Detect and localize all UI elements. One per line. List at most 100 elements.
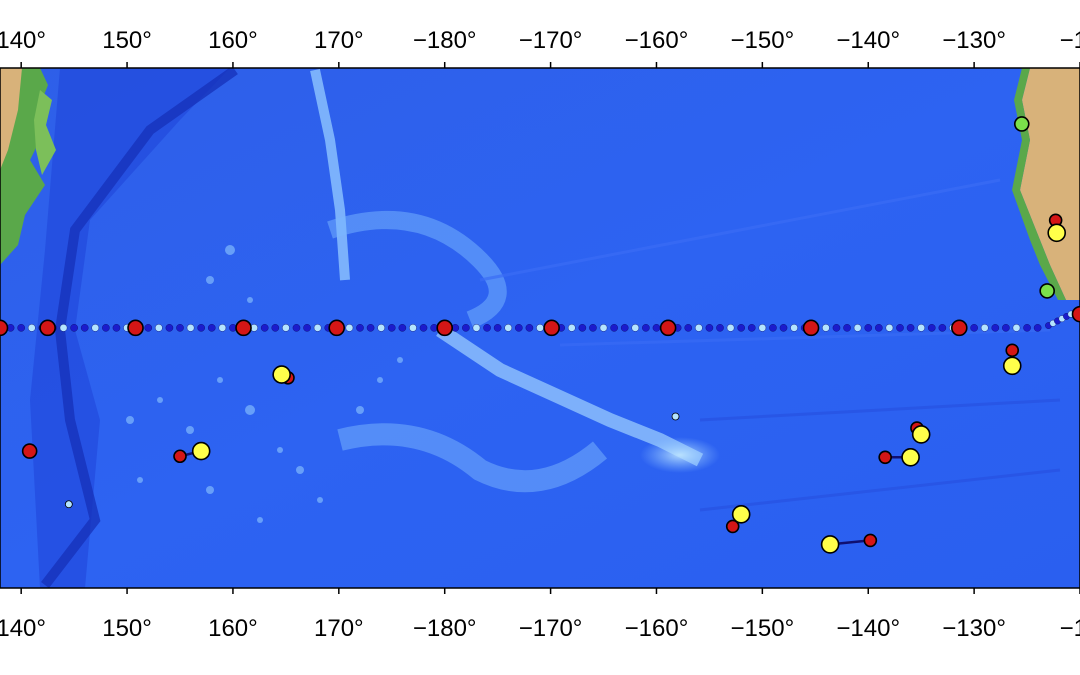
track-dot — [91, 324, 100, 332]
bottom-axis-labels: 140° 150° 160° 170° −180° −170° −160° −150° −140… — [0, 588, 1080, 642]
fracture-zone-3 — [699, 398, 1061, 422]
bottom-tick-label: −180° — [413, 615, 477, 642]
track-dot — [695, 324, 703, 332]
station-marker-red — [127, 319, 144, 337]
bottom-tick-label: 160° — [208, 615, 258, 642]
track-dot — [419, 324, 428, 332]
station-marker-red — [39, 319, 56, 337]
top-tick-label: −150° — [731, 27, 795, 54]
track-dot — [165, 324, 174, 332]
drift-start-marker — [173, 449, 187, 464]
drift-end-marker — [191, 441, 211, 461]
track-dot — [991, 324, 1000, 332]
fracture-zone-2 — [559, 328, 1051, 347]
track-dot — [875, 324, 883, 332]
drift-end-marker — [272, 365, 291, 384]
track-dot — [843, 324, 851, 332]
drift-start-marker — [725, 519, 740, 534]
station-marker-red — [21, 443, 38, 459]
drift-end-marker — [1047, 223, 1067, 243]
station-marker-red — [328, 319, 346, 337]
track-dot — [737, 324, 745, 332]
track-dot — [260, 324, 269, 332]
station-marker-green — [1013, 116, 1030, 132]
track-dot — [1033, 324, 1042, 332]
drift-end-marker — [911, 425, 931, 444]
bottom-tick-label: −170° — [519, 615, 583, 642]
track-dot — [567, 324, 576, 332]
track-dot — [197, 324, 205, 332]
track-dot — [483, 324, 491, 332]
track-dot — [207, 324, 216, 332]
track-dot — [970, 324, 978, 332]
top-tick-label: 160° — [208, 27, 258, 54]
track-dot — [303, 324, 311, 332]
track-dot — [186, 324, 195, 332]
track-dot — [589, 324, 597, 332]
track-dot — [366, 324, 375, 332]
top-tick-label: −12 — [1060, 27, 1080, 54]
drift-end-marker — [731, 505, 751, 524]
track-dot — [292, 324, 301, 332]
station-marker-red — [1071, 305, 1080, 323]
track-dot — [896, 324, 904, 332]
track-dot — [70, 324, 78, 332]
mid-pacific-mountains — [337, 423, 608, 493]
track-dot — [832, 324, 841, 332]
drift-start-marker — [1005, 343, 1020, 358]
track-dot — [599, 324, 608, 332]
track-dot — [864, 324, 873, 332]
bottom-tick-label: −130° — [942, 615, 1006, 642]
bathymetry-layer — [0, 68, 1080, 588]
track-dot — [885, 324, 894, 332]
map-border — [0, 67, 1080, 589]
track-dot — [377, 324, 385, 332]
track-dot — [610, 324, 618, 332]
station-marker-red — [436, 319, 454, 337]
track-dot — [631, 324, 640, 332]
track-dot — [769, 324, 777, 332]
track-dot — [356, 324, 364, 332]
top-tick-label: −180° — [413, 27, 477, 54]
bottom-tick-label: −150° — [731, 615, 795, 642]
track-dot — [472, 324, 481, 332]
top-tick-label: −130° — [942, 27, 1006, 54]
track-dot — [642, 324, 650, 332]
track-dot — [398, 324, 407, 332]
track-dot — [282, 324, 290, 332]
track-dot — [409, 324, 417, 332]
bottom-tick-label: 150° — [102, 615, 152, 642]
track-dot — [938, 324, 947, 332]
small-marker — [671, 412, 680, 421]
station-marker-red — [802, 319, 820, 337]
land-north-america — [1020, 68, 1080, 300]
drift-end-marker — [901, 447, 920, 467]
station-marker-red — [659, 319, 677, 337]
bottom-tick-label: 140° — [0, 615, 46, 642]
track-dot — [917, 324, 925, 332]
track-dot — [218, 324, 227, 332]
trench-izu-bonin — [41, 68, 238, 588]
track-dot — [853, 324, 862, 332]
track-dot — [726, 324, 735, 332]
drift-end-marker — [1002, 356, 1022, 376]
bottom-tick-label: −140° — [836, 615, 900, 642]
station-marker-red — [543, 319, 560, 337]
track-dot — [102, 324, 110, 332]
top-axis-labels: 140° 150° 160° 170° −180° −170° −160° −150° −140… — [0, 27, 1080, 68]
top-tick-label: 140° — [0, 27, 46, 54]
central-rise — [327, 211, 507, 329]
track-dot — [144, 324, 153, 332]
land-japan-islands — [34, 90, 56, 175]
track-dot — [747, 324, 756, 332]
track-dot — [112, 324, 121, 332]
bottom-tick-label: −12 — [1060, 615, 1080, 642]
station-marker-red — [0, 319, 9, 337]
emperor-seamounts — [310, 68, 350, 281]
track-dot — [80, 324, 89, 332]
track-dot — [705, 324, 714, 332]
track-dot — [155, 324, 163, 332]
track-dot — [906, 324, 915, 332]
track-dot — [313, 324, 322, 332]
